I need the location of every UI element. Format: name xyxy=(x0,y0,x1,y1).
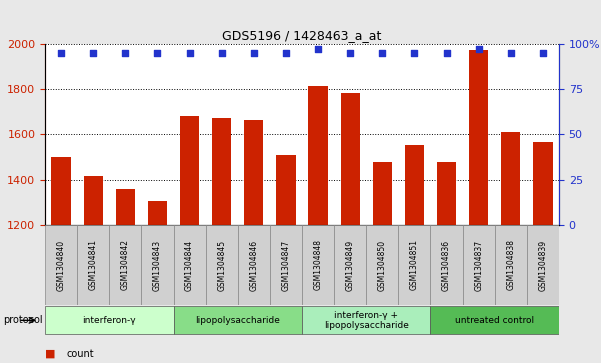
Bar xyxy=(501,132,520,225)
Text: GSM1304836: GSM1304836 xyxy=(442,240,451,290)
Bar xyxy=(430,306,559,334)
Text: GSM1304838: GSM1304838 xyxy=(506,240,515,290)
Bar xyxy=(45,306,174,334)
Bar xyxy=(495,225,527,305)
Bar xyxy=(302,306,430,334)
Bar xyxy=(206,225,238,305)
Text: GSM1304842: GSM1304842 xyxy=(121,240,130,290)
Bar xyxy=(270,225,302,305)
Bar xyxy=(463,225,495,305)
Text: count: count xyxy=(66,349,94,359)
Text: GSM1304844: GSM1304844 xyxy=(185,240,194,290)
Bar xyxy=(84,176,103,225)
Bar xyxy=(77,225,109,305)
Bar xyxy=(398,225,430,305)
Bar xyxy=(405,144,424,225)
Point xyxy=(281,50,291,56)
Bar xyxy=(212,118,231,225)
Point xyxy=(56,50,66,56)
Text: GSM1304841: GSM1304841 xyxy=(89,240,98,290)
Point xyxy=(185,50,194,56)
Text: GSM1304851: GSM1304851 xyxy=(410,240,419,290)
Point xyxy=(538,50,548,56)
Bar xyxy=(109,225,141,305)
Bar xyxy=(174,225,206,305)
Text: GSM1304837: GSM1304837 xyxy=(474,240,483,290)
Title: GDS5196 / 1428463_a_at: GDS5196 / 1428463_a_at xyxy=(222,29,382,42)
Bar xyxy=(244,119,263,225)
Bar xyxy=(527,225,559,305)
Text: untreated control: untreated control xyxy=(455,316,534,325)
Text: GSM1304843: GSM1304843 xyxy=(153,240,162,290)
Point xyxy=(153,50,162,56)
Point xyxy=(506,50,516,56)
Text: GSM1304845: GSM1304845 xyxy=(217,240,226,290)
Bar xyxy=(334,225,366,305)
Bar xyxy=(141,225,174,305)
Bar xyxy=(45,225,77,305)
Bar xyxy=(341,93,360,225)
Text: GSM1304850: GSM1304850 xyxy=(378,240,387,290)
Text: protocol: protocol xyxy=(3,315,43,325)
Text: GSM1304840: GSM1304840 xyxy=(56,240,66,290)
Bar xyxy=(469,50,488,225)
Text: GSM1304839: GSM1304839 xyxy=(538,240,548,290)
Text: GSM1304849: GSM1304849 xyxy=(346,240,355,290)
Point xyxy=(313,46,323,52)
Text: GSM1304847: GSM1304847 xyxy=(281,240,290,290)
Point xyxy=(121,50,130,56)
Bar xyxy=(276,155,296,225)
Bar xyxy=(533,142,552,225)
Text: interferon-γ +
lipopolysaccharide: interferon-γ + lipopolysaccharide xyxy=(324,311,409,330)
Bar xyxy=(116,189,135,225)
Bar xyxy=(52,157,71,225)
Point xyxy=(474,46,483,52)
Bar xyxy=(430,225,463,305)
Text: GSM1304846: GSM1304846 xyxy=(249,240,258,290)
Bar xyxy=(373,162,392,225)
Text: ■: ■ xyxy=(45,349,55,359)
Point xyxy=(442,50,451,56)
Point xyxy=(377,50,387,56)
Bar xyxy=(174,306,302,334)
Bar xyxy=(437,162,456,225)
Bar xyxy=(148,201,167,225)
Bar xyxy=(302,225,334,305)
Bar xyxy=(366,225,398,305)
Bar xyxy=(238,225,270,305)
Point xyxy=(346,50,355,56)
Point xyxy=(249,50,258,56)
Point xyxy=(217,50,227,56)
Text: GSM1304848: GSM1304848 xyxy=(314,240,323,290)
Bar xyxy=(180,116,199,225)
Text: interferon-γ: interferon-γ xyxy=(82,316,136,325)
Point xyxy=(88,50,98,56)
Bar xyxy=(308,86,328,225)
Point xyxy=(410,50,419,56)
Text: lipopolysaccharide: lipopolysaccharide xyxy=(195,316,280,325)
